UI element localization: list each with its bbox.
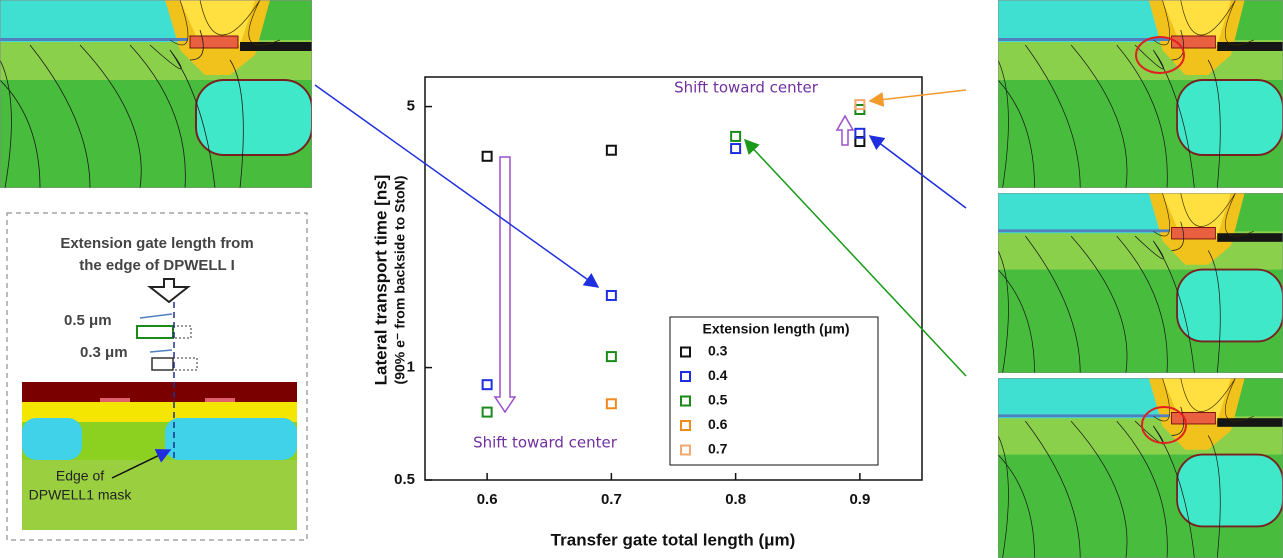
simulation-image <box>998 193 1283 373</box>
legend <box>669 316 879 466</box>
y-tick-label: 5 <box>407 98 415 115</box>
y-axis-label: Lateral transport time [ns] <box>371 175 390 386</box>
x-tick-label: 0.6 <box>477 491 498 508</box>
legend-label: 0.7 <box>708 441 728 457</box>
diagram-title: the edge of DPWELL I <box>79 257 235 274</box>
marker <box>481 379 493 391</box>
pointer <box>868 135 967 209</box>
marker <box>605 144 617 156</box>
diagram-note: DPWELL1 mask <box>29 487 133 503</box>
legend-label: 0.4 <box>708 367 728 383</box>
y-tick-label: 0.5 <box>394 471 415 488</box>
dim-arrow <box>149 349 173 353</box>
dim-arrow <box>139 313 173 319</box>
highlight <box>1135 36 1185 74</box>
marker <box>481 150 493 162</box>
pointer <box>743 138 967 377</box>
legend-marker <box>680 420 691 431</box>
marker <box>730 130 742 142</box>
x-tick-label: 0.9 <box>849 491 870 508</box>
marker <box>605 398 617 410</box>
simulation-image <box>0 0 312 188</box>
pointer <box>314 84 600 288</box>
legend-marker <box>680 395 691 407</box>
y-tick-label: 1 <box>407 359 415 376</box>
diagram-title: Extension gate length from <box>60 235 253 252</box>
legend-title: Extension length (μm) <box>702 321 849 337</box>
gate-outline <box>172 325 192 339</box>
marker <box>605 351 617 363</box>
legend-label: 0.6 <box>708 416 728 432</box>
legend-marker <box>680 371 691 382</box>
highlight <box>1141 406 1187 444</box>
marker <box>605 289 617 301</box>
diagram-note: Edge of <box>56 468 104 484</box>
pointer <box>111 449 172 479</box>
gate-outline <box>151 357 174 371</box>
x-tick-label: 0.8 <box>725 491 746 508</box>
shift-arrow <box>835 114 855 146</box>
x-tick-label: 0.7 <box>601 491 622 508</box>
cross-section <box>22 382 297 530</box>
x-axis-label: Transfer gate total length (μm) <box>551 530 796 549</box>
annotation: Shift toward center <box>473 434 618 452</box>
diagram-frame <box>6 212 308 541</box>
gate-outline <box>172 357 198 371</box>
marker <box>854 99 866 111</box>
annotation: Shift toward center <box>674 79 819 97</box>
legend-label: 0.3 <box>708 343 728 359</box>
legend-marker <box>680 346 691 358</box>
simulation-image <box>998 0 1283 188</box>
shift-arrow <box>493 156 517 414</box>
marker <box>481 406 493 418</box>
marker <box>730 143 742 155</box>
marker <box>854 127 866 139</box>
y-axis-label: (90% e⁻ from backside to StoN) <box>392 176 408 385</box>
plot-frame <box>424 76 923 481</box>
gate-outline <box>136 325 174 339</box>
simulation-image <box>998 378 1283 558</box>
legend-label: 0.5 <box>708 392 728 408</box>
pointer <box>868 89 967 107</box>
legend-marker <box>680 444 691 456</box>
down-arrow <box>147 278 191 304</box>
dim-label: 0.3 μm <box>80 344 128 361</box>
dim-label: 0.5 μm <box>64 312 112 329</box>
